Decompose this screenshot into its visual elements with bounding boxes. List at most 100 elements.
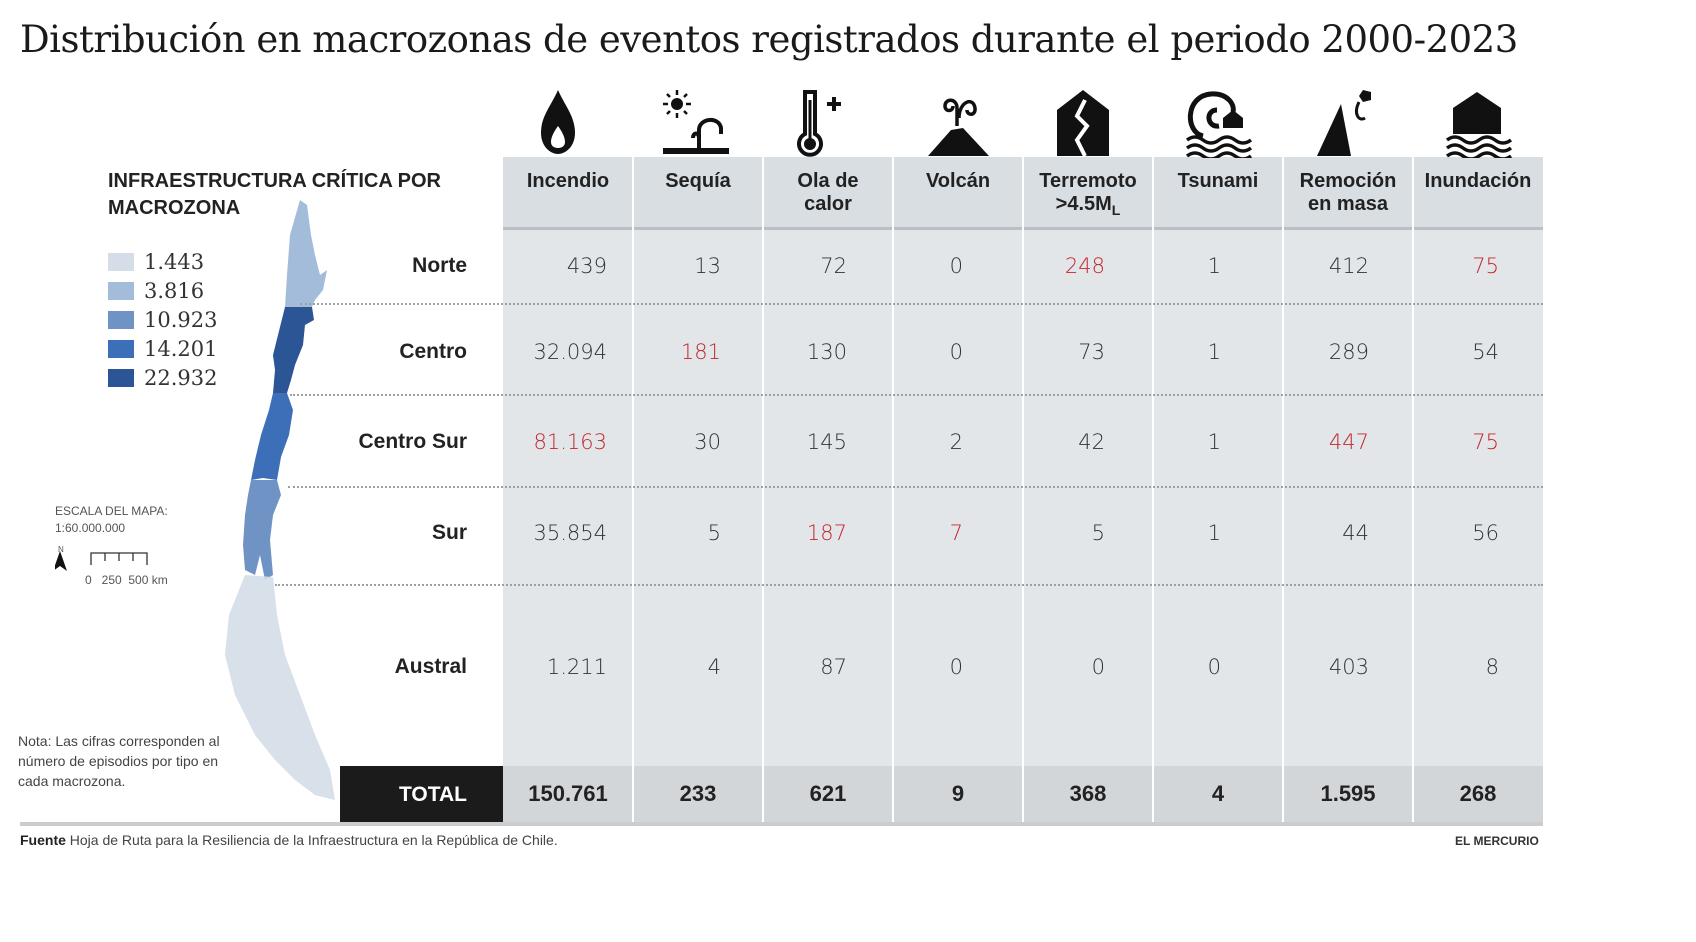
header-line: >4.5ML (1023, 193, 1153, 222)
map-austral (225, 575, 335, 800)
column-separator (1152, 157, 1154, 823)
legend-label: 10.923 (144, 307, 218, 332)
table-cell: 42 (1078, 430, 1105, 454)
table-cell: 447 (1328, 430, 1369, 454)
table-cell: 13 (694, 254, 721, 278)
table-cell: 248 (1064, 254, 1105, 278)
map-centro-sur (251, 393, 293, 480)
table-cell: 439 (566, 254, 607, 278)
row-label-norte: Norte (412, 254, 467, 277)
thermometer-icon (763, 88, 893, 158)
table-cell: 0 (1207, 655, 1221, 679)
table-cell: 75 (1472, 430, 1499, 454)
table-cell: 87 (820, 655, 847, 679)
table-cell: 8 (1485, 655, 1499, 679)
header-line-text: >4.5M (1055, 193, 1112, 215)
table-cell: 5 (707, 521, 721, 545)
header-line: Sequía (665, 170, 731, 192)
table-cell: 1 (1207, 340, 1221, 364)
table-cell: 44 (1342, 521, 1369, 545)
legend-item: 10.923 (108, 306, 217, 333)
source-note: Fuente Hoja de Ruta para la Resiliencia … (20, 832, 558, 848)
volcano-icon (893, 88, 1023, 158)
table-cell: 0 (949, 655, 963, 679)
north-arrow-icon (55, 551, 148, 571)
column-header: Tsunami (1153, 170, 1283, 193)
table-cell: 1 (1207, 430, 1221, 454)
table-cell: 35.854 (533, 521, 607, 545)
header-line: Volcán (925, 170, 991, 192)
legend-title-line2: MACROZONA (108, 197, 241, 219)
row-separator (275, 584, 1543, 586)
table-cell: 187 (806, 521, 847, 545)
flood-icon (1413, 88, 1543, 158)
map-sur (243, 480, 281, 580)
table-cell: 0 (949, 340, 963, 364)
total-value: 4 (1211, 781, 1225, 806)
column-header: Incendio (503, 170, 633, 193)
tsunami-icon (1153, 88, 1283, 158)
table-cell: 5 (1091, 521, 1105, 545)
table-cell: 54 (1472, 340, 1499, 364)
table-cell: 4 (707, 655, 721, 679)
table-cell: 56 (1472, 521, 1499, 545)
map-norte (285, 200, 327, 307)
total-value: 150.761 (528, 781, 608, 806)
header-line: Terremoto (1039, 170, 1137, 192)
source-text: Hoja de Ruta para la Resiliencia de la I… (65, 832, 558, 848)
legend-swatch (108, 310, 134, 329)
header-subscript: L (1111, 202, 1121, 218)
total-value: 621 (809, 781, 847, 806)
row-label-centro: Centro (399, 340, 467, 363)
table-cell: 81.163 (533, 430, 607, 454)
column-header: Volcán (893, 170, 1023, 193)
legend-item: 22.932 (108, 364, 217, 391)
legend-swatch (108, 281, 134, 300)
column-header: Remoción en masa (1283, 170, 1413, 216)
column-separator (632, 157, 634, 823)
legend-label: 3.816 (144, 278, 205, 303)
brand: EL MERCURIO (1455, 834, 1539, 848)
legend-swatch (108, 368, 134, 387)
header-line: Incendio (526, 170, 610, 192)
table-cell: 0 (1091, 655, 1105, 679)
map-centro (273, 307, 314, 393)
header-line: calor (804, 193, 852, 215)
landslide-icon (1283, 88, 1413, 158)
source-label: Fuente (20, 832, 66, 848)
header-line: Inundación (1424, 170, 1532, 192)
row-separator (300, 303, 1543, 305)
column-separator (892, 157, 894, 823)
table-cell: 1.211 (546, 655, 607, 679)
column-header: Sequía (633, 170, 763, 193)
table-cell: 1 (1207, 254, 1221, 278)
legend-title-line1: INFRAESTRUCTURA CRÍTICA POR (108, 170, 441, 192)
total-value: 368 (1069, 781, 1107, 806)
row-separator (290, 394, 1543, 396)
map-scale-title: ESCALA DEL MAPA: (55, 504, 168, 518)
total-value: 1.595 (1320, 781, 1376, 806)
fire-drop-icon (503, 88, 633, 158)
total-value: 268 (1459, 781, 1497, 806)
table-cell: 145 (806, 430, 847, 454)
header-line: Ola de (797, 170, 859, 192)
table-cell: 0 (949, 254, 963, 278)
legend-label: 14.201 (144, 336, 218, 361)
legend-swatch (108, 339, 134, 358)
table-cell: 72 (820, 254, 847, 278)
column-header: Ola de calor (763, 170, 893, 216)
row-label-sur: Sur (431, 521, 467, 544)
table-cell: 75 (1472, 254, 1499, 278)
table-cell: 30 (694, 430, 721, 454)
column-separator (1282, 157, 1284, 823)
column-header: Inundación (1413, 170, 1543, 193)
header-line: en masa (1307, 193, 1389, 215)
total-value: 9 (951, 781, 965, 806)
table-cell: 403 (1328, 655, 1369, 679)
column-separator (1412, 157, 1414, 823)
legend-label: 22.932 (144, 365, 218, 390)
table-cell: 7 (949, 521, 963, 545)
north-label: N (58, 545, 64, 554)
bottom-divider (20, 822, 1543, 826)
table-cell: 289 (1328, 340, 1369, 364)
